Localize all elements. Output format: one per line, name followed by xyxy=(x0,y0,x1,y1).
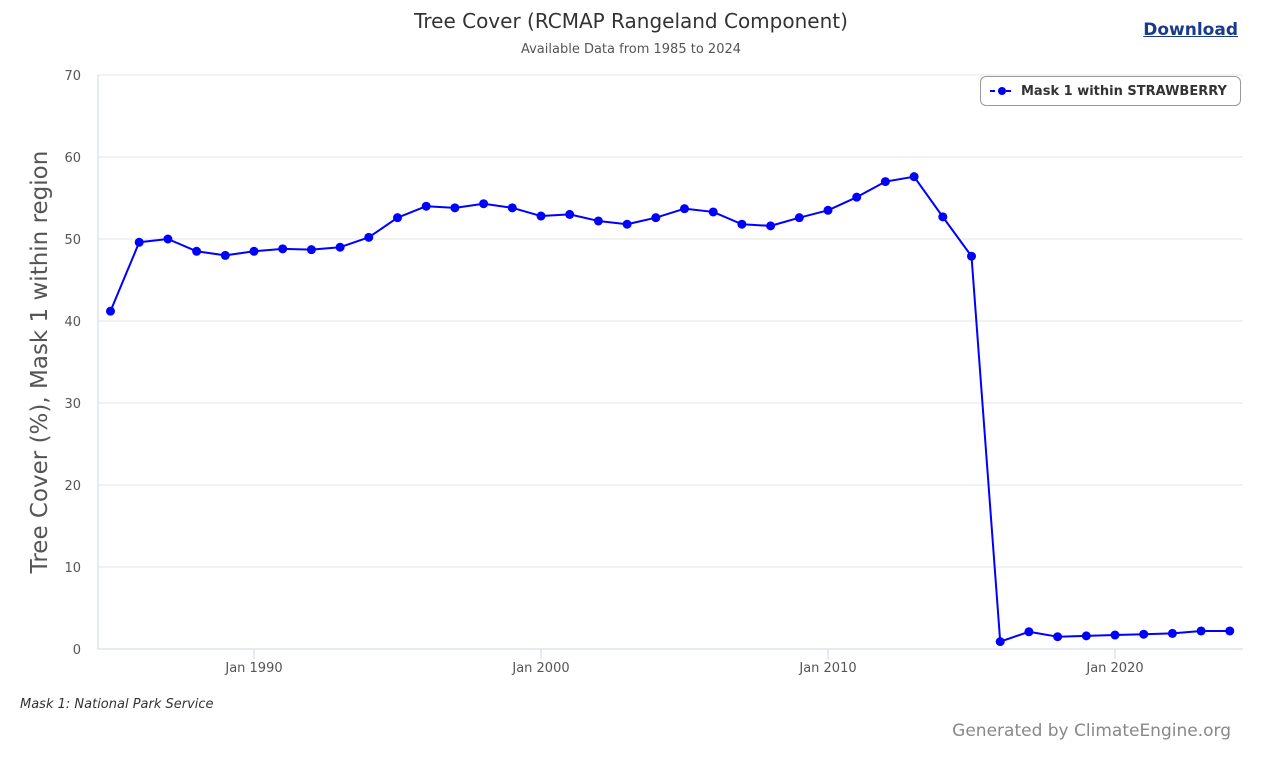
data-point[interactable] xyxy=(794,213,804,223)
data-point[interactable] xyxy=(507,203,517,213)
data-point[interactable] xyxy=(622,219,632,229)
data-point[interactable] xyxy=(220,250,230,260)
data-point[interactable] xyxy=(995,637,1005,647)
download-link[interactable]: Download xyxy=(1143,20,1238,40)
legend-item[interactable]: Mask 1 within STRAWBERRY xyxy=(980,76,1241,106)
data-point[interactable] xyxy=(106,306,115,316)
data-point[interactable] xyxy=(909,172,919,182)
data-point[interactable] xyxy=(479,199,489,209)
x-tick-label: Jan 1990 xyxy=(224,661,282,676)
data-point[interactable] xyxy=(421,201,431,211)
y-tick-label: 20 xyxy=(64,479,81,494)
y-tick-label: 60 xyxy=(64,151,81,166)
data-point[interactable] xyxy=(737,219,747,229)
legend-label: Mask 1 within STRAWBERRY xyxy=(1021,83,1227,99)
data-point[interactable] xyxy=(134,237,144,247)
data-point[interactable] xyxy=(708,207,718,217)
data-point[interactable] xyxy=(450,203,460,213)
data-point[interactable] xyxy=(1024,627,1034,637)
data-point[interactable] xyxy=(306,245,316,255)
y-tick-label: 30 xyxy=(64,397,81,412)
data-point[interactable] xyxy=(593,216,603,226)
data-point[interactable] xyxy=(967,251,976,261)
data-point[interactable] xyxy=(852,192,862,202)
data-point[interactable] xyxy=(565,209,575,219)
data-point[interactable] xyxy=(278,244,288,254)
chart-title: Tree Cover (RCMAP Rangeland Component) xyxy=(414,9,848,33)
data-point[interactable] xyxy=(651,213,661,223)
data-point[interactable] xyxy=(823,205,833,215)
data-point[interactable] xyxy=(1053,632,1063,642)
x-tick-label: Jan 2000 xyxy=(511,661,569,676)
y-tick-label: 70 xyxy=(64,69,81,84)
data-point[interactable] xyxy=(766,221,776,231)
y-tick-label: 0 xyxy=(73,643,81,658)
data-point[interactable] xyxy=(1139,629,1149,639)
data-point[interactable] xyxy=(335,242,345,252)
data-point[interactable] xyxy=(192,246,202,256)
y-tick-label: 10 xyxy=(64,561,81,576)
data-point[interactable] xyxy=(1081,631,1091,641)
data-point[interactable] xyxy=(393,213,402,223)
data-point[interactable] xyxy=(163,234,173,244)
y-tick-label: 40 xyxy=(64,315,81,330)
series-line xyxy=(109,175,1230,643)
x-tick-label: Jan 2010 xyxy=(798,661,856,676)
data-point[interactable] xyxy=(880,177,890,187)
data-point[interactable] xyxy=(680,204,689,214)
y-tick-label: 50 xyxy=(64,233,81,248)
x-tick-label: Jan 2020 xyxy=(1085,661,1143,676)
mask-note: Mask 1: National Park Service xyxy=(20,697,214,712)
data-point[interactable] xyxy=(938,212,948,222)
data-point[interactable] xyxy=(1225,626,1235,636)
chart-subtitle: Available Data from 1985 to 2024 xyxy=(520,42,742,57)
data-point[interactable] xyxy=(249,246,259,256)
data-point[interactable] xyxy=(1196,626,1206,636)
credit-text: Generated by ClimateEngine.org xyxy=(952,721,1231,741)
data-point[interactable] xyxy=(536,211,546,221)
data-point[interactable] xyxy=(1167,628,1177,638)
legend-marker-icon xyxy=(990,87,1014,95)
data-point[interactable] xyxy=(1110,630,1120,640)
data-point[interactable] xyxy=(364,232,374,242)
